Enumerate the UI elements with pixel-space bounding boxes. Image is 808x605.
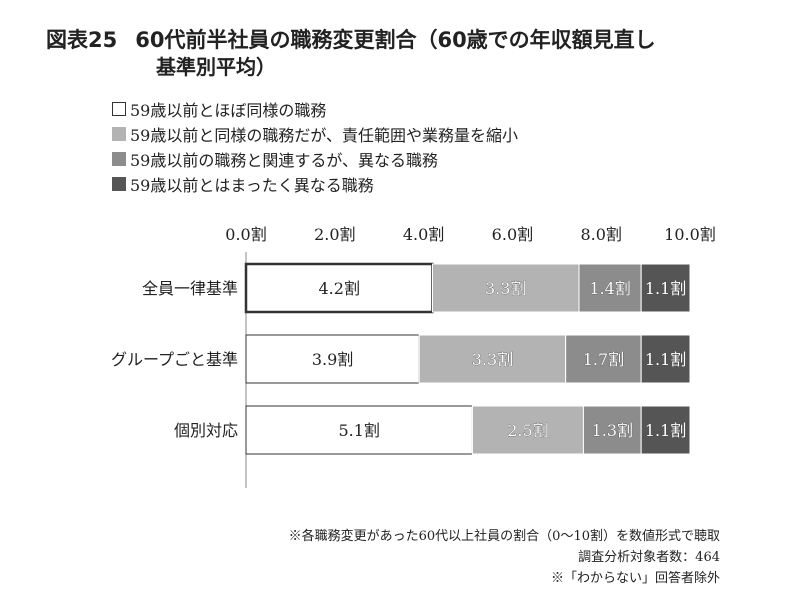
legend-label-1: 59歳以前とほぼ同様の職務 (130, 100, 327, 120)
x-tick-label-2: 4.0割 (403, 225, 444, 244)
x-tick-label-0: 0.0割 (225, 225, 266, 244)
data-label-2-0: 5.1割 (338, 421, 379, 440)
legend-label-3: 59歳以前の職務と関連するが、異なる職務 (130, 150, 439, 170)
x-tick-label-1: 2.0割 (314, 225, 355, 244)
legend-label-2: 59歳以前と同様の職務だが、責任範囲や業務量を縮小 (130, 125, 519, 145)
bar-segment-2-0 (245, 405, 473, 455)
legend-item-3: 59歳以前の職務と関連するが、異なる職務 (112, 146, 518, 171)
legend: 59歳以前とほぼ同様の職務 59歳以前と同様の職務だが、責任範囲や業務量を縮小 … (112, 96, 518, 196)
legend-swatch-2 (112, 126, 126, 141)
notes: ※各職務変更があった60代以上社員の割合（0～10割）を数値形式で聴取 調査分析… (289, 526, 720, 589)
data-label-1-1: 3.3割 (472, 350, 513, 369)
data-label-1-0: 3.9割 (312, 350, 353, 369)
data-label-2-3: 1.1割 (645, 421, 686, 440)
bar-segment-0-3 (640, 263, 691, 313)
bar-segment-2-3 (640, 405, 691, 455)
data-label-1-3: 1.1割 (645, 350, 686, 369)
legend-swatch-1 (112, 101, 126, 116)
note-sample-size: 調査分析対象者数：464 (578, 550, 720, 565)
data-label-0-0: 4.2割 (319, 279, 360, 298)
category-label-2: 個別対応 (174, 421, 238, 440)
data-label-0-2: 1.4割 (589, 279, 630, 298)
category-label-1: グループごと基準 (111, 350, 238, 369)
bar-segment-0-1 (431, 263, 580, 313)
figure-number: 図表25 (46, 28, 118, 52)
legend-item-2: 59歳以前と同様の職務だが、責任範囲や業務量を縮小 (112, 121, 518, 146)
legend-swatch-3 (112, 151, 126, 166)
bar-segment-2-2 (582, 405, 642, 455)
x-tick-label-3: 6.0割 (492, 225, 533, 244)
data-label-0-3: 1.1割 (645, 279, 686, 298)
data-label-0-1: 3.3割 (485, 279, 526, 298)
title-sub: 基準別平均） (156, 55, 276, 79)
data-label-1-2: 1.7割 (583, 350, 624, 369)
title-main: 60代前半社員の職務変更割合（60歳での年収額見直し (135, 28, 656, 52)
chart-title: 図表25 60代前半社員の職務変更割合（60歳での年収額見直し 基準別平均） (46, 26, 786, 80)
x-tick-label-4: 8.0割 (580, 225, 621, 244)
bar-segment-1-1 (418, 334, 567, 384)
bar-segment-0-2 (578, 263, 642, 313)
legend-item-1: 59歳以前とほぼ同様の職務 (112, 96, 518, 121)
category-label-0: 全員一律基準 (142, 279, 238, 298)
legend-label-4: 59歳以前とはまったく異なる職務 (130, 175, 374, 195)
legend-swatch-4 (112, 176, 126, 191)
bar-segment-2-1 (471, 405, 584, 455)
legend-item-4: 59歳以前とはまったく異なる職務 (112, 171, 518, 196)
note-method: ※各職務変更があった60代以上社員の割合（0～10割）を数値形式で聴取 (288, 529, 720, 544)
note-exclusion: ※「わからない」回答者除外 (550, 571, 720, 586)
x-tick-label-5: 10.0割 (664, 225, 716, 244)
data-label-2-1: 2.5割 (507, 421, 548, 440)
bar-segment-1-3 (640, 334, 691, 384)
data-label-2-2: 1.3割 (592, 421, 633, 440)
